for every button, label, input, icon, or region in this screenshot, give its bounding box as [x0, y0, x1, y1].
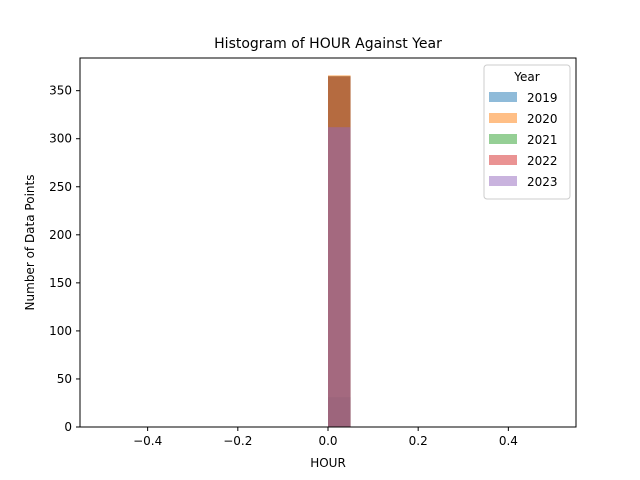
legend-swatch-2020 [489, 113, 517, 123]
legend-label-2020: 2020 [527, 112, 558, 126]
x-tick-label: 0.2 [409, 434, 428, 448]
y-tick-label: 50 [57, 372, 72, 386]
legend-swatch-2021 [489, 134, 517, 144]
legend-title: Year [513, 70, 539, 84]
bars-layer [328, 75, 351, 427]
y-tick-label: 350 [49, 84, 72, 98]
y-tick-label: 200 [49, 228, 72, 242]
legend-swatch-2019 [489, 92, 517, 102]
y-tick-label: 250 [49, 180, 72, 194]
x-tick-label: 0.0 [318, 434, 337, 448]
y-axis-ticks: 0 50 100 150 200 250 300 350 [49, 84, 80, 434]
x-tick-label: −0.4 [133, 434, 162, 448]
legend-label-2022: 2022 [527, 154, 558, 168]
x-axis-label: HOUR [310, 456, 346, 470]
x-tick-label: 0.4 [499, 434, 518, 448]
legend-label-2023: 2023 [527, 175, 558, 189]
x-tick-label: −0.2 [223, 434, 252, 448]
chart-title: Histogram of HOUR Against Year [214, 36, 442, 52]
bar-2023 [328, 127, 351, 427]
y-tick-label: 100 [49, 324, 72, 338]
y-axis-label: Number of Data Points [23, 175, 37, 311]
legend-label-2021: 2021 [527, 133, 558, 147]
legend-swatch-2023 [489, 176, 517, 186]
legend-swatch-2022 [489, 155, 517, 165]
y-tick-label: 150 [49, 276, 72, 290]
legend: Year 2019 2020 2021 2022 2023 [483, 64, 571, 200]
y-tick-label: 0 [64, 420, 72, 434]
y-tick-label: 300 [49, 132, 72, 146]
legend-label-2019: 2019 [527, 91, 558, 105]
x-axis-ticks: −0.4 −0.2 0.0 0.2 0.4 [133, 427, 518, 448]
